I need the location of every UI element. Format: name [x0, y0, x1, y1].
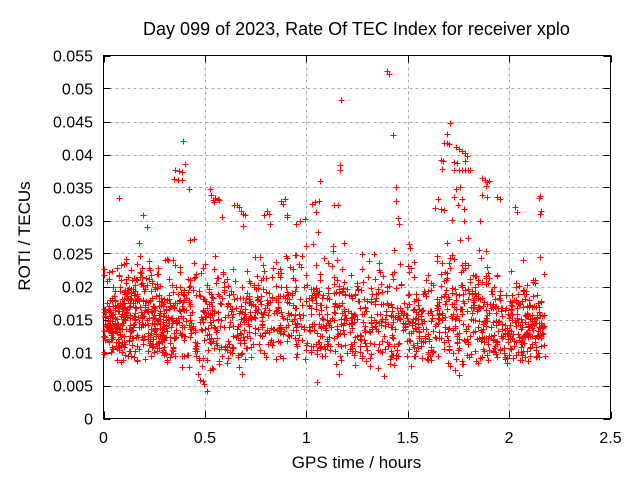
- plot-border-and-ticks: [103, 55, 612, 420]
- x-tick-label: 2.5: [599, 430, 621, 447]
- y-tick-label: 0.04: [62, 148, 93, 165]
- y-tick-label: 0.035: [53, 181, 93, 198]
- y-tick-label: 0: [84, 412, 93, 429]
- chart-title: Day 099 of 2023, Rate Of TEC Index for r…: [143, 19, 570, 39]
- grid-lines: [103, 55, 611, 419]
- x-tick-label: 0.5: [194, 430, 216, 447]
- x-tick-label: 1: [302, 430, 311, 447]
- y-tick-label: 0.01: [62, 346, 93, 363]
- y-tick-label: 0.055: [53, 49, 93, 66]
- tick-labels: 0 0.5 1 1.5 2 2.5 0 0.005 0.01 0.015 0.02 0.025 0.03…: [53, 49, 622, 448]
- x-axis-title: GPS time / hours: [291, 453, 422, 472]
- y-tick-label: 0.03: [62, 214, 93, 231]
- y-tick-label: 0.015: [53, 313, 93, 330]
- x-tick-label: 0: [99, 430, 108, 447]
- y-tick-label: 0.045: [53, 115, 93, 132]
- y-tick-label: 0.005: [53, 379, 93, 396]
- x-tick-label: 1.5: [397, 430, 419, 447]
- y-tick-label: 0.025: [53, 247, 93, 264]
- roti-scatter-points: [101, 68, 549, 395]
- x-tick-label: 2: [505, 430, 514, 447]
- y-tick-label: 0.02: [62, 280, 93, 297]
- y-tick-label: 0.05: [62, 82, 93, 99]
